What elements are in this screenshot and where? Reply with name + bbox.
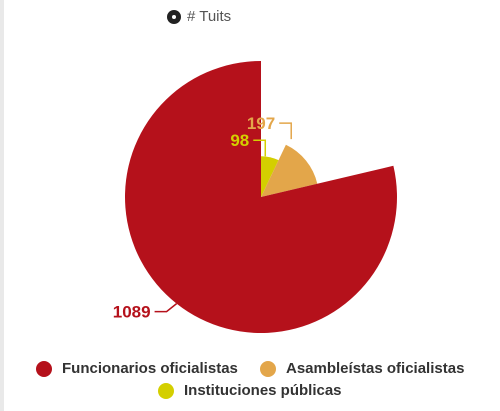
legend-swatch-funcionarios <box>36 360 52 377</box>
legend-item-asambleistas[interactable]: Asambleístas oficialistas <box>260 360 464 377</box>
data-label-funcionarios: 1089 <box>113 303 151 322</box>
series-toggle-label: # Tuits <box>187 8 232 25</box>
legend-swatch-instituciones <box>158 382 174 399</box>
pie-slice-funcionarios[interactable] <box>125 61 398 334</box>
legend-item-funcionarios[interactable]: Funcionarios oficialistas <box>36 360 238 377</box>
data-label-instituciones: 98 <box>230 131 249 150</box>
pie-slice-asambleistas[interactable] <box>261 144 318 197</box>
legend-label-asambleistas: Asambleístas oficialistas <box>286 360 465 377</box>
legend-label-instituciones: Instituciones públicas <box>184 382 342 399</box>
leader-line-funcionarios <box>154 303 178 313</box>
pie-slice-instituciones[interactable] <box>261 156 279 197</box>
legend-swatch-asambleistas <box>260 360 276 377</box>
legend-label-funcionarios: Funcionarios oficialistas <box>62 360 238 377</box>
radio-ring-icon <box>167 9 181 24</box>
legend-item-instituciones[interactable]: Instituciones públicas <box>158 382 342 399</box>
panel-left-border <box>0 0 4 411</box>
leader-line-instituciones <box>253 139 267 157</box>
data-label-asambleistas: 197 <box>247 114 275 133</box>
series-toggle[interactable]: # Tuits <box>167 8 231 25</box>
leader-line-asambleistas <box>279 122 292 140</box>
